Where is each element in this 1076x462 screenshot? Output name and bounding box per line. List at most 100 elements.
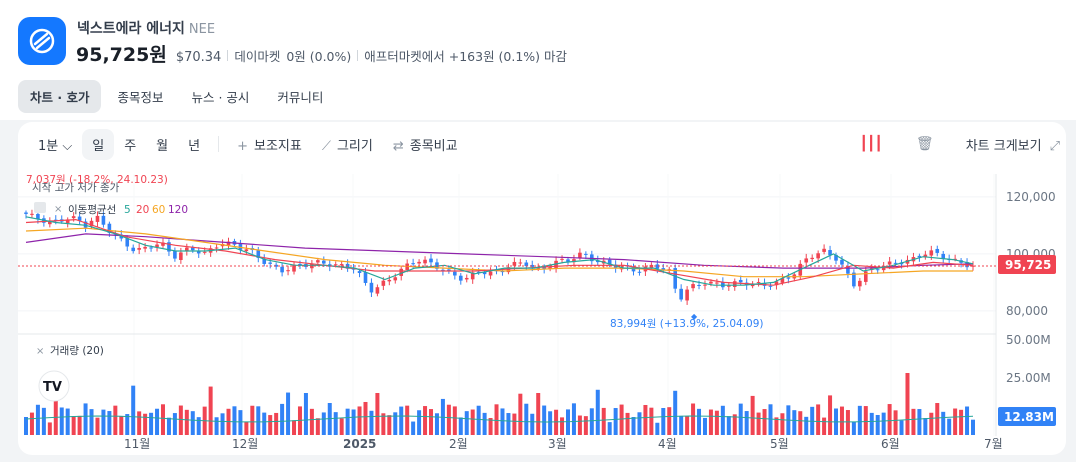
volume-bar	[929, 412, 934, 435]
volume-bar	[274, 412, 279, 435]
compare-button[interactable]: ⇄ 종목비교	[392, 138, 458, 154]
current-volume-tag-label: 12.83M	[1004, 410, 1054, 424]
time-tick-label: 6월	[881, 437, 900, 451]
candle	[661, 268, 666, 270]
candle	[155, 244, 159, 248]
stock-tabs: 차트 · 호가 종목정보 뉴스 · 공시 커뮤니티	[18, 80, 335, 113]
volume-bar	[875, 414, 880, 435]
volume-bar	[673, 390, 678, 435]
volume-bar	[470, 409, 475, 435]
candle	[941, 253, 946, 259]
volume-bar	[41, 407, 46, 435]
compare-arrows-icon: ⇄	[392, 138, 404, 154]
time-tick-label: 7월	[984, 437, 1003, 451]
volume-bar	[476, 405, 481, 435]
divider	[227, 50, 229, 61]
volume-bar	[679, 415, 684, 435]
volume-bar	[303, 393, 308, 435]
volume-bar	[357, 406, 362, 435]
volume-bar	[577, 415, 582, 435]
period-month[interactable]: 월	[156, 138, 169, 154]
expand-icon: ⤢	[1049, 138, 1060, 154]
period-day[interactable]: 일	[82, 128, 115, 160]
candle	[65, 219, 70, 223]
candle	[697, 284, 701, 286]
volume-bar	[649, 407, 654, 435]
candle	[530, 264, 535, 267]
candle	[738, 279, 743, 283]
volume-bar	[816, 404, 821, 435]
volume-bar	[822, 417, 827, 435]
interval-select[interactable]: 1분 ⌵	[38, 138, 73, 154]
trash-icon[interactable]: 🗑	[915, 136, 934, 152]
volume-bar	[482, 412, 487, 435]
tab-info[interactable]: 종목정보	[117, 90, 164, 105]
ma5-legend: 5	[124, 204, 131, 216]
tab-chart[interactable]: 차트 · 호가	[18, 80, 102, 113]
volume-bar	[321, 412, 326, 435]
volume-bar	[333, 412, 338, 435]
volume-bar	[262, 412, 267, 435]
period-year[interactable]: 년	[188, 138, 201, 154]
volume-bar	[530, 413, 535, 435]
volume-bar	[869, 412, 874, 435]
candle	[858, 280, 862, 287]
volume-bar	[726, 416, 731, 435]
volume-bar	[172, 413, 177, 435]
candle	[548, 267, 552, 269]
expand-chart-button[interactable]: 차트 크게보기 ⤢	[965, 138, 1060, 154]
time-tick-label: 2025	[343, 437, 376, 451]
candle	[560, 258, 564, 260]
tab-community[interactable]: 커뮤니티	[277, 90, 324, 105]
candle	[607, 259, 612, 265]
volume-bar	[917, 409, 922, 435]
volume-bar	[107, 411, 112, 435]
tradingview-icon: TV	[43, 380, 62, 395]
candle-style-icon[interactable]: ┃┃┃	[859, 136, 883, 152]
candle	[774, 281, 779, 286]
period-week[interactable]: 주	[124, 138, 137, 154]
candle	[429, 258, 433, 263]
tab-news[interactable]: 뉴스 · 공시	[191, 90, 250, 105]
candle	[929, 250, 934, 256]
volume-ma-line	[25, 415, 974, 423]
volume-bar	[417, 410, 422, 435]
volume-bar	[714, 410, 719, 435]
volume-bar	[619, 404, 624, 435]
volume-bar	[524, 403, 529, 435]
candle	[542, 266, 546, 269]
volume-bar	[83, 403, 88, 435]
candle	[810, 257, 814, 260]
volume-bar	[971, 419, 975, 435]
candle	[36, 213, 40, 220]
volume-bar	[369, 410, 374, 435]
candle	[840, 259, 844, 265]
draw-button[interactable]: ⟋ 그리기	[321, 138, 373, 154]
volume-bar	[292, 420, 297, 435]
volume-bar	[583, 416, 588, 435]
ma-legend: × 이동평균선 5 20 60 120	[34, 202, 188, 216]
candle	[441, 269, 445, 271]
candle	[447, 269, 451, 271]
volume-bar	[565, 409, 570, 435]
candle	[333, 264, 338, 266]
volume-bar	[214, 417, 219, 435]
time-tick-label: 5월	[770, 437, 789, 451]
eye-icon[interactable]	[34, 202, 46, 213]
volume-bar	[143, 413, 148, 435]
candle	[375, 287, 380, 294]
volume-bar	[798, 411, 803, 435]
volume-bar	[828, 395, 833, 435]
volume-bar	[339, 418, 344, 435]
close-icon[interactable]: ×	[36, 346, 44, 357]
tradingview-logo[interactable]: TV	[38, 370, 70, 402]
volume-bar	[560, 417, 565, 435]
indicators-button[interactable]: + 보조지표	[237, 138, 302, 154]
candle	[369, 282, 374, 293]
stock-ticker: NEE	[188, 22, 216, 37]
close-icon[interactable]: ×	[54, 204, 62, 215]
volume-bar	[190, 411, 195, 435]
candle	[834, 254, 838, 261]
volume-bar	[845, 410, 850, 435]
